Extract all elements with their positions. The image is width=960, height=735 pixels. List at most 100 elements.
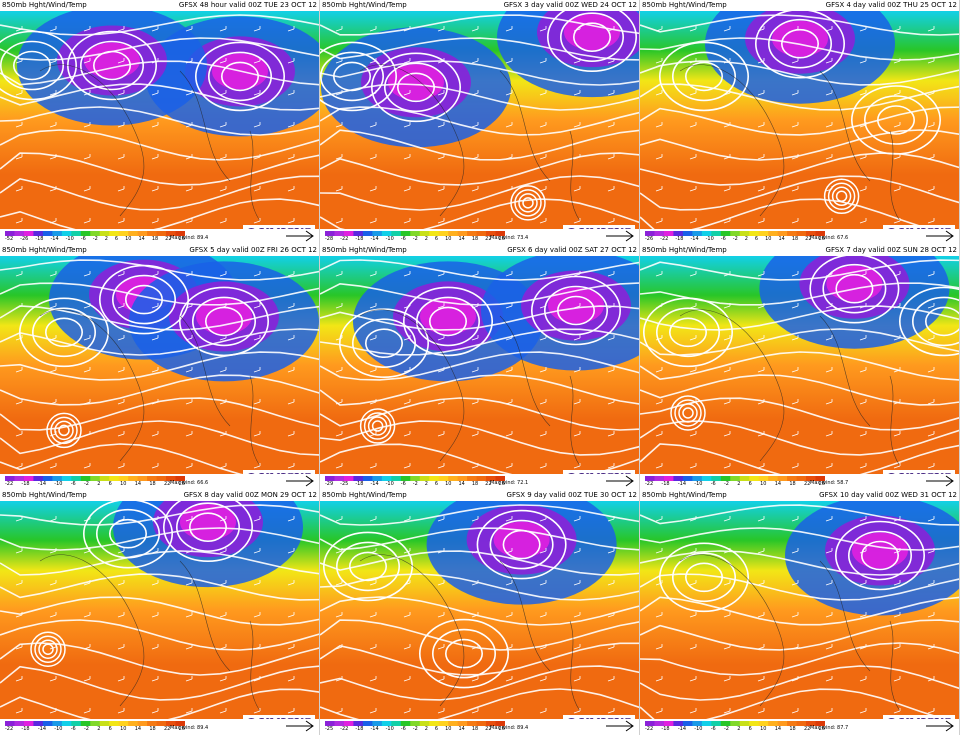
wind-barb <box>335 154 343 160</box>
wind-barb <box>83 26 91 32</box>
max-wind-label: Max wind: 67.6 <box>810 235 849 241</box>
closed-contour <box>925 306 959 337</box>
wind-barb <box>83 58 91 64</box>
wind-barb <box>117 271 125 277</box>
colorbar-swatch <box>711 721 722 726</box>
colorbar-tick-label: -22 <box>340 726 349 732</box>
wind-barb <box>49 218 57 224</box>
wind-barb <box>655 90 663 96</box>
wind-barb <box>151 644 159 650</box>
wind-barb <box>15 186 23 192</box>
wind-barb <box>253 399 261 405</box>
wind-barb <box>607 26 615 32</box>
height-contour <box>0 60 319 86</box>
wind-barb <box>791 154 799 160</box>
height-contour <box>0 14 319 36</box>
colorbar-ticks: -28 -22 -18 -14 -10 -6 -2 2 6 10 14 18 22 26 <box>325 236 505 243</box>
wind-barb <box>723 58 731 64</box>
colorbar-tick-label: 14 <box>774 481 782 487</box>
colorbar-swatch <box>343 231 354 236</box>
wind-barb <box>607 271 615 277</box>
wind-barb <box>655 644 663 650</box>
wind-barb <box>369 218 377 224</box>
colorbar-tick-label: -52 <box>5 236 14 242</box>
colorbar-swatch <box>495 721 505 726</box>
colorbar-swatch <box>654 721 665 726</box>
colorbar-ticks: -22 -18 -14 -10 -6 -2 2 6 10 14 18 22 26 <box>5 726 185 733</box>
wind-barb <box>253 431 261 437</box>
colorbar-swatch <box>739 721 750 726</box>
temperature-colorbar <box>5 231 185 236</box>
closed-contour <box>531 275 622 346</box>
closed-contour <box>163 501 253 562</box>
wind-barb <box>791 186 799 192</box>
colorbar-swatch <box>467 476 478 481</box>
wind-barb <box>689 431 697 437</box>
colorbar-swatch <box>61 476 72 481</box>
panel-footer: -22 -18 -14 -10 -6 -2 2 6 10 14 18 22 26 Max wind: 58… <box>640 474 959 490</box>
wind-barb <box>185 580 193 586</box>
wind-barb <box>723 516 731 522</box>
closed-contour <box>835 273 874 304</box>
closed-contour <box>432 628 497 679</box>
colorbar-swatch <box>711 476 722 481</box>
wind-barb <box>83 303 91 309</box>
closed-contour <box>109 518 148 549</box>
colorbar-arrow-icon <box>606 475 634 487</box>
wind-barb <box>117 186 125 192</box>
wind-barb <box>927 463 935 469</box>
colorbar-arrow-icon <box>286 720 314 732</box>
wind-barb <box>893 58 901 64</box>
colorbar-swatch <box>663 231 674 236</box>
colorbar-swatch <box>663 721 674 726</box>
wind-barb <box>655 303 663 309</box>
wind-barb <box>655 367 663 373</box>
closed-contour <box>18 297 110 368</box>
height-contour <box>0 198 319 229</box>
temperature-colorbar <box>325 476 505 481</box>
wind-barb <box>253 612 261 618</box>
wind-barb <box>335 708 343 714</box>
wind-barb <box>791 399 799 405</box>
wind-barb <box>253 186 261 192</box>
closed-contour <box>208 51 273 102</box>
wind-barb <box>723 708 731 714</box>
wind-barb <box>859 154 867 160</box>
wind-barb <box>893 90 901 96</box>
colorbar-swatch <box>343 476 354 481</box>
colorbar-swatch <box>128 721 139 726</box>
wind-barb <box>573 271 581 277</box>
wind-barb <box>791 90 799 96</box>
wind-barb <box>505 644 513 650</box>
wind-barb <box>15 58 23 64</box>
wind-barb <box>287 708 295 714</box>
wind-barb <box>859 218 867 224</box>
wind-barb <box>335 644 343 650</box>
colorbar-swatch <box>720 476 731 481</box>
wind-barb <box>927 708 935 714</box>
closed-contour <box>99 264 190 335</box>
closed-contour <box>861 540 900 571</box>
temperature-colorbar <box>325 231 505 236</box>
wind-barb <box>927 154 935 160</box>
colorbar-tick-label: 14 <box>134 726 142 732</box>
wind-barb <box>253 580 261 586</box>
wind-barb <box>723 122 731 128</box>
closed-contour <box>80 40 145 91</box>
colorbar-tick-label: 26 <box>498 726 505 732</box>
wind-barb <box>607 580 615 586</box>
colorbar-tick-label: -2 <box>723 481 729 487</box>
colorbar-swatch <box>758 231 769 236</box>
height-contour <box>640 596 959 626</box>
wind-barb <box>403 154 411 160</box>
wind-barb <box>117 708 125 714</box>
colorbar-tick-label: 22 <box>485 481 492 487</box>
colorbar-tick-label: 10 <box>445 726 452 732</box>
wind-barb <box>757 516 765 522</box>
wind-barb <box>219 431 227 437</box>
colorbar-swatch <box>90 476 101 481</box>
wind-barb <box>15 303 23 309</box>
colorbar-tick-label: -2 <box>732 236 738 242</box>
wind-barb <box>49 90 57 96</box>
wind-barb <box>927 367 935 373</box>
